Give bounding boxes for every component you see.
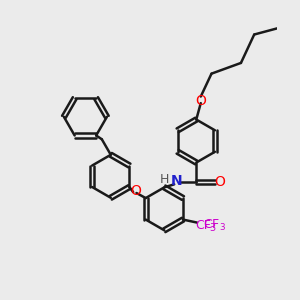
Text: H: H	[160, 173, 169, 186]
Text: O: O	[130, 184, 141, 198]
Text: O: O	[214, 175, 225, 189]
Text: 3: 3	[210, 223, 216, 232]
Text: N: N	[171, 174, 183, 188]
Text: CF: CF	[195, 219, 211, 232]
Text: O: O	[196, 94, 206, 108]
Text: CF$_3$: CF$_3$	[203, 218, 226, 233]
